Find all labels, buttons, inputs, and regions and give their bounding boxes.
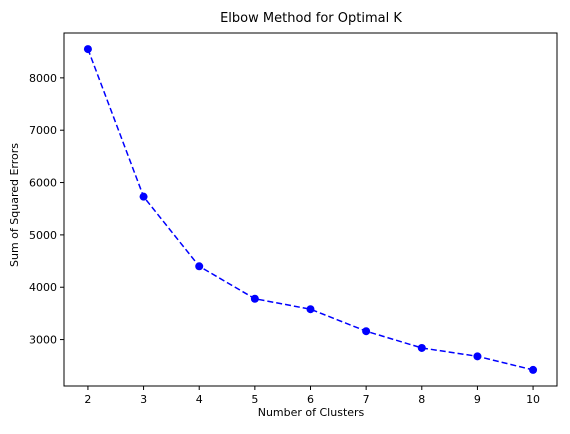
chart-title: Elbow Method for Optimal K <box>220 11 402 26</box>
data-point <box>139 192 148 201</box>
x-tick-label: 6 <box>307 393 314 406</box>
y-tick-label: 4000 <box>29 281 57 294</box>
data-point <box>529 365 538 374</box>
x-tick-label: 7 <box>363 393 370 406</box>
data-point <box>473 352 482 361</box>
data-point <box>195 262 204 271</box>
x-tick-label: 3 <box>140 393 147 406</box>
data-point <box>250 294 259 303</box>
data-point <box>362 327 371 336</box>
plot-area: 2 3 4 5 6 7 8 9 10 3000 4000 5000 6000 7000 8000 <box>29 32 558 406</box>
y-tick-label: 3000 <box>29 334 57 347</box>
x-tick-label: 10 <box>526 393 540 406</box>
x-tick-label: 5 <box>251 393 258 406</box>
x-tick-label: 9 <box>474 393 481 406</box>
y-tick-label: 5000 <box>29 229 57 242</box>
y-tick-label: 6000 <box>29 177 57 190</box>
y-axis-title: Sum of Squared Errors <box>8 143 21 267</box>
y-tick-label: 7000 <box>29 124 57 137</box>
y-tick-label: 8000 <box>29 72 57 85</box>
data-point <box>417 343 426 352</box>
data-point <box>306 305 315 314</box>
x-tick-label: 2 <box>84 393 91 406</box>
series-line <box>87 48 534 371</box>
x-tick-label: 8 <box>418 393 425 406</box>
x-tick-label: 4 <box>196 393 203 406</box>
data-point <box>83 45 92 54</box>
x-axis-title: Number of Clusters <box>258 406 365 419</box>
